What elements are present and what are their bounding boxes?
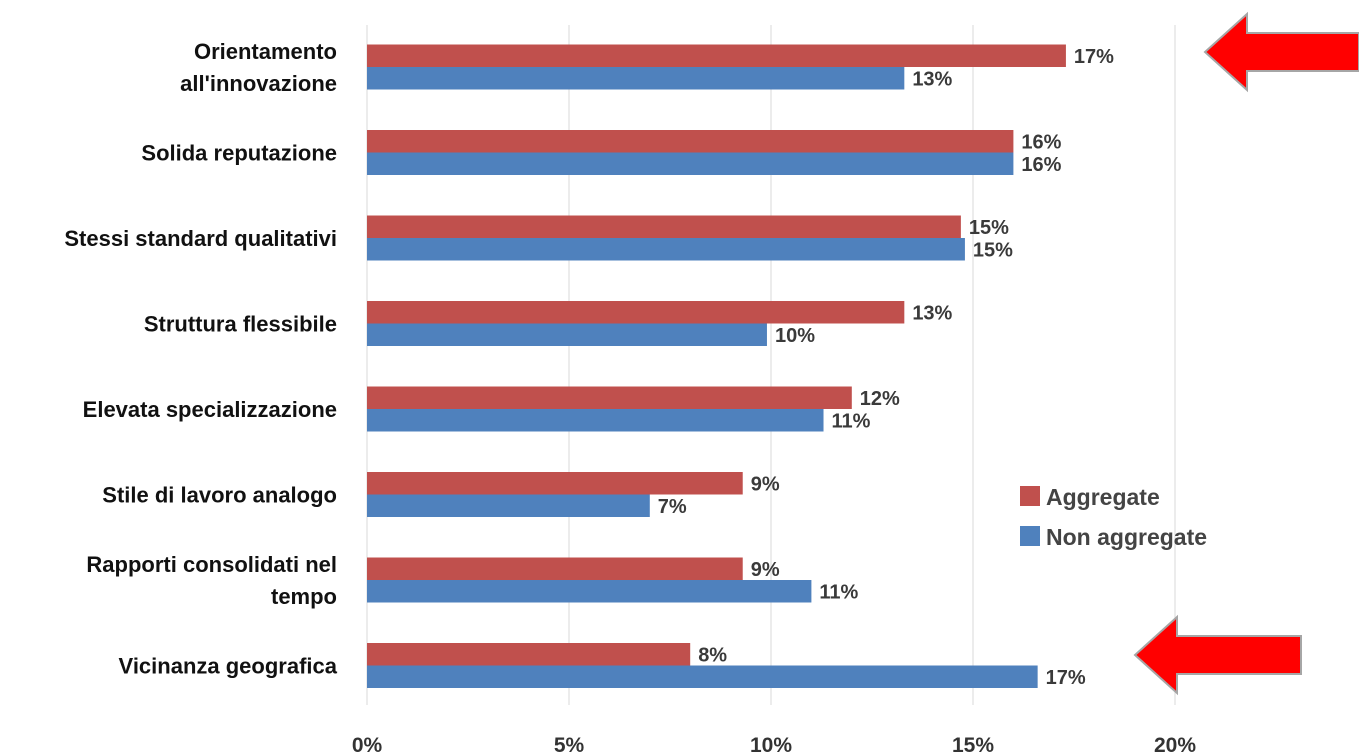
data-label: 9% [751, 559, 780, 581]
legend-swatch [1020, 486, 1040, 506]
category-labels: Orientamento all'innovazione Solida reputa… [64, 39, 337, 679]
data-label: 17% [1046, 667, 1086, 689]
x-tick-label: 5% [554, 734, 585, 753]
x-tick-label: 10% [750, 734, 792, 753]
bar-aggregate [367, 386, 852, 409]
data-labels: 17%13%16%16%15%15%13%10%12%11%9%7%9%11%8… [658, 46, 1114, 689]
category-label: Struttura flessibile [144, 312, 337, 337]
bar-non-aggregate [367, 152, 1014, 175]
data-label: 13% [912, 68, 952, 90]
bar-non-aggregate [367, 238, 965, 261]
bar-aggregate [367, 215, 961, 238]
legend: Aggregate Non aggregate [1020, 484, 1207, 550]
category-label: Elevata specializzazione [83, 397, 337, 422]
category-label: Rapporti consolidati nel tempo [86, 552, 337, 609]
highlight-arrow [1133, 614, 1302, 696]
data-label: 10% [775, 325, 815, 347]
bars [367, 44, 1066, 688]
x-axis-ticks: 0% 5% 10% 15% 20% [352, 734, 1197, 753]
data-label: 13% [912, 302, 952, 324]
bar-non-aggregate [367, 323, 767, 346]
bar-aggregate [367, 301, 905, 324]
data-label: 11% [832, 410, 871, 432]
bar-non-aggregate [367, 580, 812, 603]
bar-aggregate [367, 557, 743, 580]
data-label: 9% [751, 473, 780, 495]
category-label: Stile di lavoro analogo [102, 483, 337, 508]
x-tick-label: 15% [952, 734, 994, 753]
data-label: 16% [1021, 154, 1061, 176]
data-label: 15% [969, 217, 1009, 239]
legend-swatch [1020, 526, 1040, 546]
data-label: 11% [819, 581, 858, 603]
highlight-arrows [1133, 11, 1359, 696]
data-label: 12% [860, 388, 900, 410]
data-label: 16% [1021, 131, 1061, 153]
data-label: 7% [658, 496, 687, 518]
bar-aggregate [367, 44, 1066, 67]
legend-label: Aggregate [1046, 484, 1160, 510]
x-tick-label: 20% [1154, 734, 1196, 753]
bar-aggregate [367, 130, 1014, 153]
bar-non-aggregate [367, 67, 905, 90]
bar-aggregate [367, 472, 743, 495]
bar-aggregate [367, 643, 691, 666]
data-label: 8% [698, 644, 727, 666]
gridlines [366, 25, 1176, 705]
category-label: Vicinanza geografica [119, 654, 338, 679]
bar-non-aggregate [367, 409, 824, 432]
x-tick-label: 0% [352, 734, 383, 753]
category-label: Solida reputazione [141, 141, 337, 166]
data-label: 15% [973, 239, 1013, 261]
category-label: Stessi standard qualitativi [64, 226, 337, 251]
legend-label: Non aggregate [1046, 524, 1207, 550]
bar-non-aggregate [367, 665, 1038, 688]
bar-non-aggregate [367, 494, 650, 517]
highlight-arrow [1203, 11, 1359, 93]
category-label: Orientamento all'innovazione [180, 39, 337, 96]
data-label: 17% [1074, 46, 1114, 68]
